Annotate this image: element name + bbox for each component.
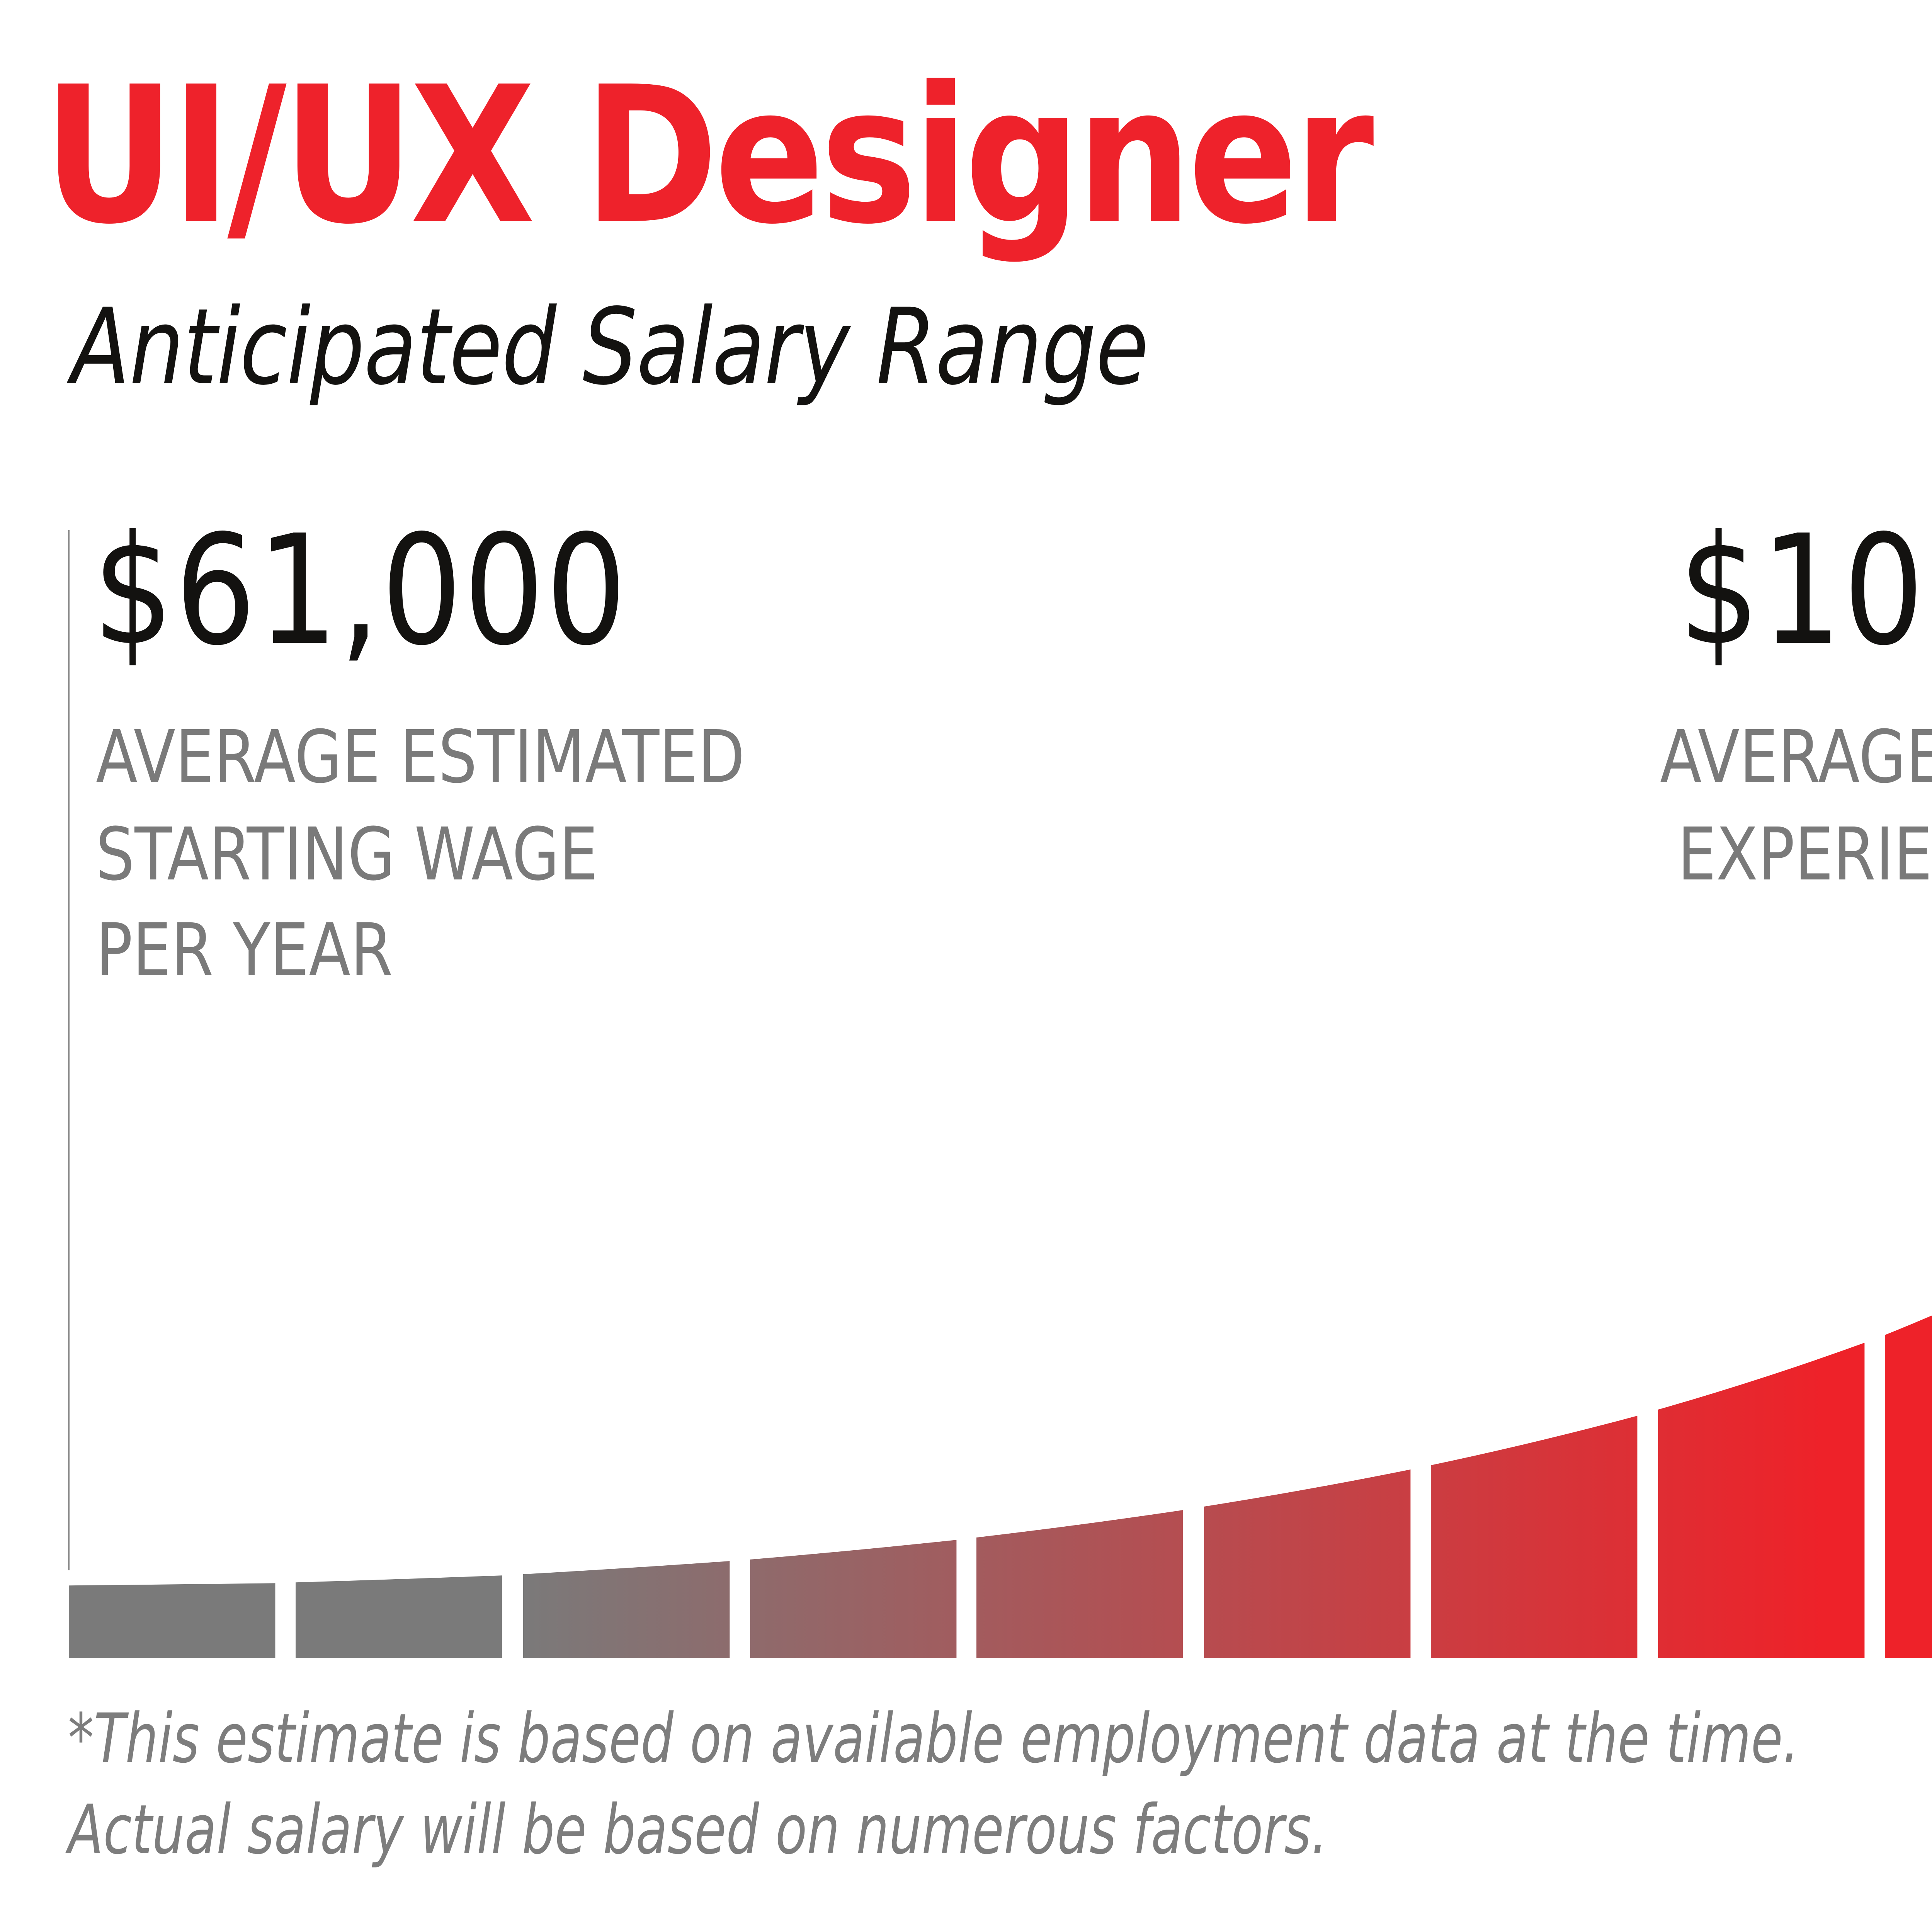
salary-bar-6 — [1204, 1469, 1411, 1658]
start-guide-line — [68, 530, 70, 1570]
footnote-line: *This estimate is based on available emp… — [68, 1700, 1799, 1779]
experienced-salary-amount: $101,800 — [1679, 504, 1932, 680]
starting-salary-label: AVERAGE ESTIMATED STARTING WAGE PER YEAR — [96, 711, 745, 1001]
starting-label-line: AVERAGE ESTIMATED — [96, 716, 745, 801]
starting-label-line: PER YEAR — [96, 909, 393, 994]
salary-bar-8 — [1658, 1343, 1865, 1658]
salary-bar-9 — [1885, 1315, 1932, 1658]
starting-label-line: STARTING WAGE — [96, 812, 598, 897]
disclaimer-footnote: *This estimate is based on available emp… — [68, 1696, 1799, 1876]
page-subtitle: Anticipated Salary Range — [71, 287, 1149, 410]
experienced-label-line: AVERAGE ESTIMATED — [1660, 716, 1932, 801]
footnote-line: Actual salary will be based on numerous … — [68, 1791, 1328, 1869]
salary-bar-1 — [69, 1583, 276, 1658]
salary-bar-5 — [976, 1510, 1183, 1658]
bars-group — [69, 1315, 1932, 1658]
experienced-salary-label: AVERAGE ESTIMATED EXPERIENCED WAGE PER Y… — [1660, 711, 1932, 1001]
experienced-label-line: EXPERIENCED WAGE — [1677, 812, 1932, 897]
salary-bar-7 — [1431, 1416, 1638, 1658]
salary-bar-4 — [750, 1540, 957, 1658]
salary-bar-2 — [296, 1575, 502, 1658]
starting-salary-amount: $61,000 — [93, 504, 628, 680]
page-title: UI/UX Designer — [43, 46, 1374, 266]
salary-bar-3 — [523, 1561, 730, 1658]
